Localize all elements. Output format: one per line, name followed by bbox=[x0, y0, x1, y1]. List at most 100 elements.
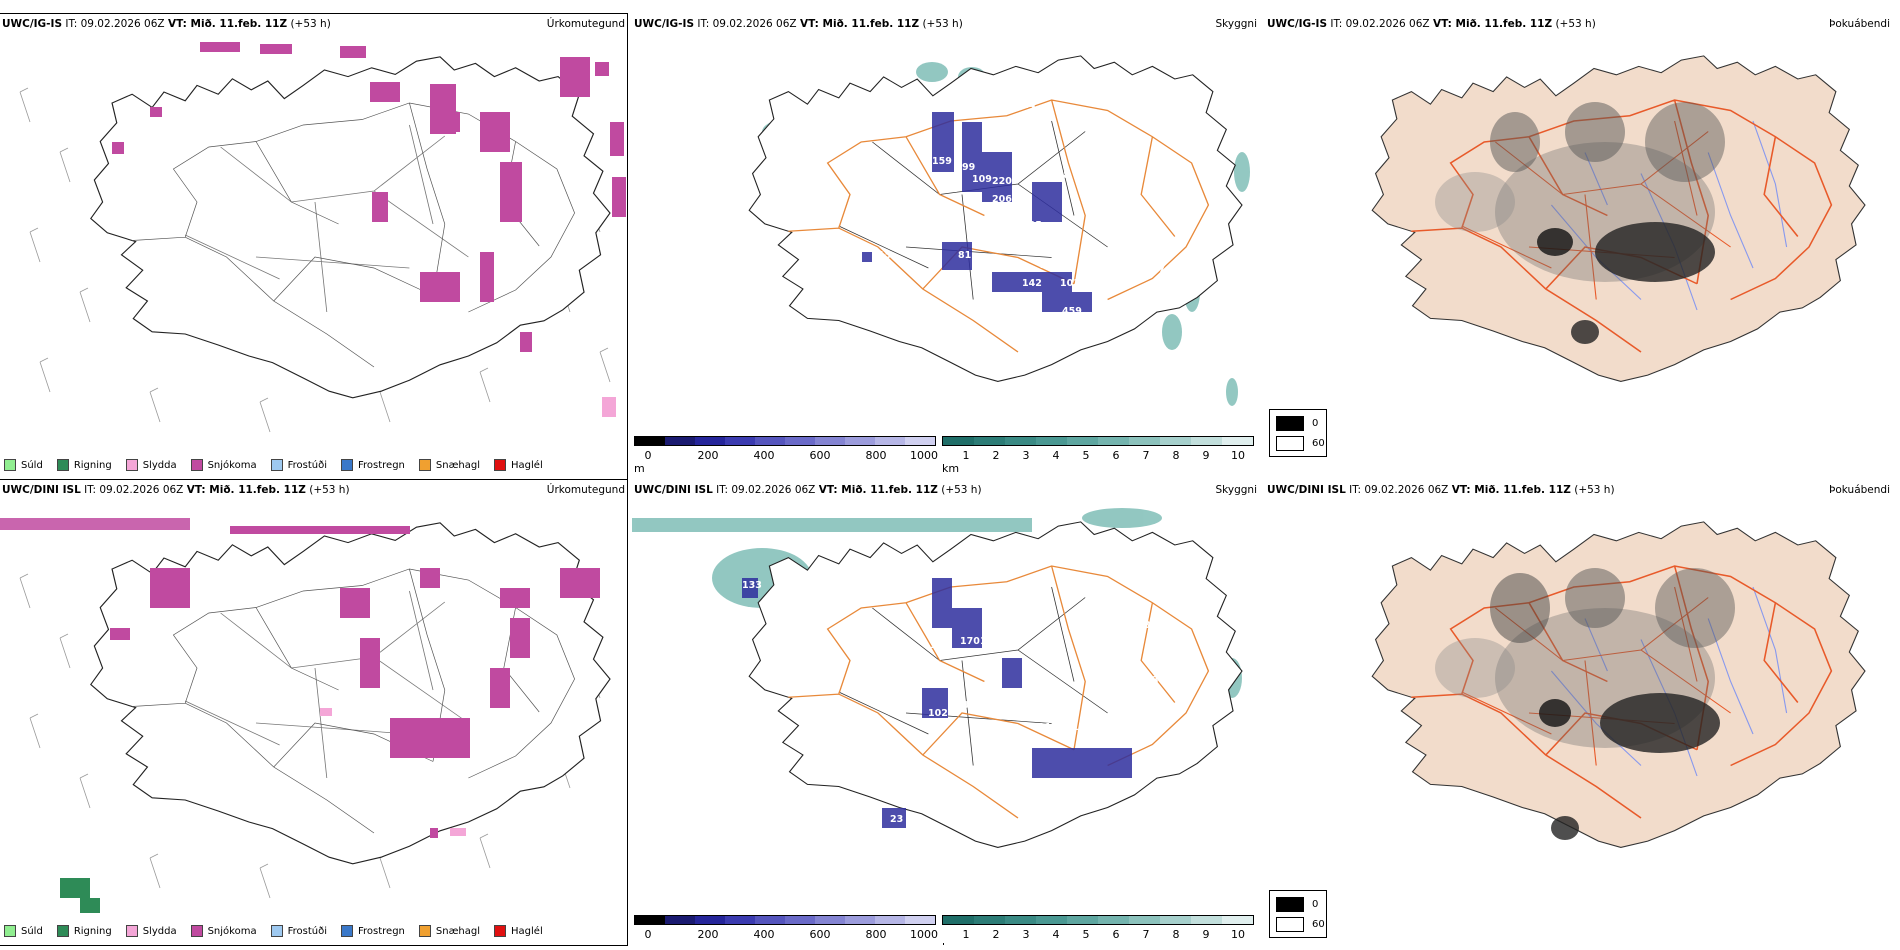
fog-legend-high: 60 bbox=[1312, 438, 1325, 449]
model-name: UWC/DINI ISL bbox=[1267, 484, 1346, 496]
visibility-map: 887 653 24 159 99 127 109 220 206 148 22… bbox=[748, 55, 1250, 406]
svg-text:85: 85 bbox=[962, 700, 975, 711]
svg-text:887: 887 bbox=[1070, 94, 1090, 105]
legend-label: Súld bbox=[21, 459, 43, 471]
svg-text:125: 125 bbox=[1022, 220, 1042, 231]
legend-label: Frostregn bbox=[358, 925, 405, 937]
legend-item: Snjókoma bbox=[190, 459, 257, 471]
init-time: IT: 09.02.2026 06Z bbox=[1330, 18, 1430, 30]
legend-label: Rigning bbox=[73, 925, 112, 937]
legend-item: Frostúði bbox=[270, 459, 327, 471]
svg-text:148: 148 bbox=[1050, 170, 1070, 181]
snow-cells bbox=[0, 518, 600, 838]
legend-label: Slydda bbox=[142, 459, 177, 471]
svg-text:517: 517 bbox=[1112, 592, 1132, 603]
svg-text:127: 127 bbox=[940, 184, 960, 195]
fog-legend-low: 0 bbox=[1312, 418, 1319, 429]
svg-text:142: 142 bbox=[1022, 278, 1042, 289]
cloud-labels: 887 653 24 159 99 127 109 220 206 148 22… bbox=[878, 94, 1165, 317]
panel-title: Úrkomutegund bbox=[546, 18, 625, 30]
legend-label: Snjókoma bbox=[207, 925, 257, 937]
cloud-labels: 133 451 325 517 621 180 116 170 143 102 … bbox=[742, 570, 1166, 825]
panel-precip-type-dini: UWC/DINI ISL IT: 09.02.2026 06Z VT: Mið.… bbox=[0, 479, 628, 946]
panel-header: UWC/DINI ISL IT: 09.02.2026 06Z VT: Mið.… bbox=[634, 484, 1257, 498]
valid-time: VT: Mið. 11.feb. 11Z bbox=[1451, 484, 1571, 496]
init-time: IT: 09.02.2026 06Z bbox=[1349, 484, 1449, 496]
legend-item: Haglél bbox=[494, 925, 543, 937]
visibility-scale: km 1 2 3 4 5 6 7 8 9 10 bbox=[942, 915, 1254, 945]
visibility-tick: 8 bbox=[1172, 449, 1180, 462]
visibility-tick: 6 bbox=[1112, 449, 1120, 462]
legend-label: Frostúði bbox=[287, 459, 327, 471]
init-time: IT: 09.02.2026 06Z bbox=[65, 18, 165, 30]
svg-text:451: 451 bbox=[1127, 570, 1147, 581]
panel-header: UWC/DINI ISL IT: 09.02.2026 06Z VT: Mið.… bbox=[2, 484, 625, 498]
svg-text:15: 15 bbox=[878, 250, 891, 261]
lead-time: (+53 h) bbox=[309, 484, 350, 496]
valid-time: VT: Mið. 11.feb. 11Z bbox=[799, 18, 920, 30]
svg-text:143: 143 bbox=[1072, 722, 1092, 733]
init-time: IT: 09.02.2026 06Z bbox=[716, 484, 816, 496]
svg-text:621: 621 bbox=[1094, 604, 1114, 615]
lead-time: (+53 h) bbox=[290, 18, 331, 30]
panel-visibility-igis: UWC/IG-IS IT: 09.02.2026 06Z VT: Mið. 11… bbox=[632, 14, 1259, 479]
legend-label: Haglél bbox=[511, 925, 543, 937]
ceiling-tick: 0 bbox=[644, 928, 652, 941]
model-name: UWC/IG-IS bbox=[1267, 18, 1328, 30]
legend-label: Slydda bbox=[142, 925, 177, 937]
legend-label: Rigning bbox=[73, 459, 112, 471]
svg-text:460: 460 bbox=[982, 236, 1002, 247]
panel-fog-dini: UWC/DINI ISL IT: 09.02.2026 06Z VT: Mið.… bbox=[1265, 480, 1892, 945]
valid-time: VT: Mið. 11.feb. 11Z bbox=[818, 484, 938, 496]
svg-text:151: 151 bbox=[1092, 278, 1112, 289]
model-name: UWC/IG-IS bbox=[2, 18, 63, 30]
legend-label: Súld bbox=[21, 925, 43, 937]
svg-text:109: 109 bbox=[972, 174, 992, 185]
visibility-tick: 4 bbox=[1052, 449, 1060, 462]
ceiling-tick: 400 bbox=[753, 449, 775, 462]
visibility-tick: 7 bbox=[1142, 928, 1150, 941]
precip-legend: Súld Rigning Slydda Snjókoma Frostúði Fr… bbox=[4, 923, 557, 939]
svg-text:133: 133 bbox=[742, 580, 762, 591]
panel-header: UWC/DINI ISL IT: 09.02.2026 06Z VT: Mið.… bbox=[1267, 484, 1890, 498]
panel-header: UWC/IG-IS IT: 09.02.2026 06Z VT: Mið. 11… bbox=[1267, 18, 1890, 32]
visibility-unit: km bbox=[942, 462, 960, 475]
visibility-tick: 2 bbox=[992, 449, 1000, 462]
panel-header: UWC/IG-IS IT: 09.02.2026 06Z VT: Mið. 11… bbox=[2, 18, 625, 32]
svg-text:159: 159 bbox=[932, 156, 952, 167]
legend-item: Súld bbox=[4, 459, 43, 471]
legend-label: Snjókoma bbox=[207, 459, 257, 471]
legend-item: Slydda bbox=[125, 925, 177, 937]
valid-time: VT: Mið. 11.feb. 11Z bbox=[1432, 18, 1553, 30]
ceiling-tick: 1000 bbox=[910, 449, 938, 462]
svg-text:99: 99 bbox=[962, 162, 975, 173]
svg-text:34: 34 bbox=[1152, 675, 1166, 686]
svg-text:77: 77 bbox=[1152, 264, 1165, 275]
valid-time: VT: Mið. 11.feb. 11Z bbox=[186, 484, 306, 496]
svg-text:560: 560 bbox=[1137, 694, 1157, 705]
legend-item: Snæhagl bbox=[418, 459, 480, 471]
ceiling-tick: 800 bbox=[865, 449, 887, 462]
svg-text:24: 24 bbox=[1022, 100, 1036, 111]
svg-text:180: 180 bbox=[1137, 620, 1157, 631]
visibility-tick: 1 bbox=[962, 928, 970, 941]
svg-text:23: 23 bbox=[890, 814, 903, 825]
visibility-tick: 10 bbox=[1231, 449, 1245, 462]
svg-text:170: 170 bbox=[960, 636, 980, 647]
visibility-tick: 5 bbox=[1082, 928, 1090, 941]
panel-title: Þokuábendi bbox=[1829, 484, 1890, 496]
panel-visibility-dini: UWC/DINI ISL IT: 09.02.2026 06Z VT: Mið.… bbox=[632, 480, 1259, 945]
fog-map bbox=[1371, 521, 1866, 848]
legend-item: Súld bbox=[4, 925, 43, 937]
legend-label: Frostúði bbox=[287, 925, 327, 937]
legend-item: Frostúði bbox=[270, 925, 327, 937]
panel-title: Skyggni bbox=[1215, 484, 1258, 496]
lead-time: (+53 h) bbox=[941, 484, 982, 496]
visibility-tick: 7 bbox=[1142, 449, 1150, 462]
legend-item: Rigning bbox=[56, 459, 112, 471]
model-name: UWC/DINI ISL bbox=[2, 484, 81, 496]
fog-legend-low: 0 bbox=[1312, 899, 1319, 910]
ceiling-tick: 800 bbox=[865, 928, 887, 941]
ceiling-tick: 200 bbox=[697, 449, 719, 462]
ceiling-unit: m bbox=[634, 941, 645, 945]
